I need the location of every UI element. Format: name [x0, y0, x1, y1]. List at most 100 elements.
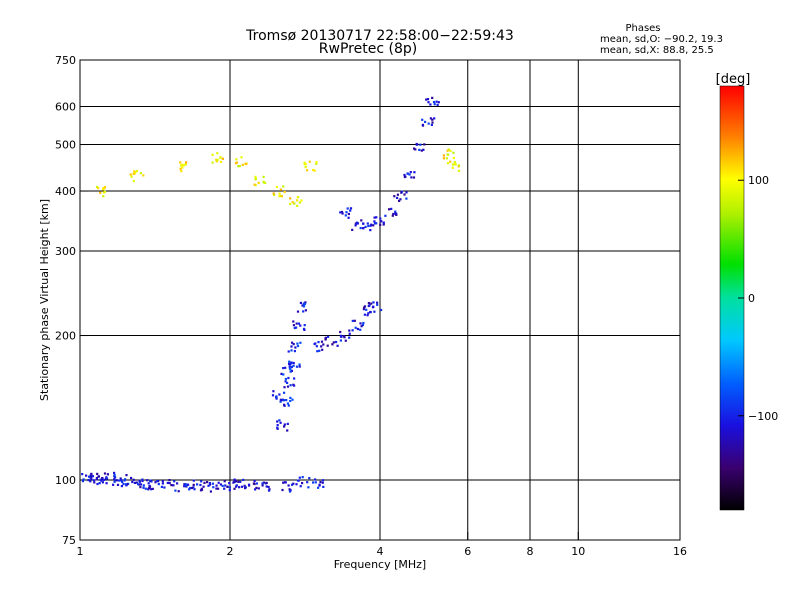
- echo-point: [293, 384, 296, 387]
- echo-point: [403, 193, 406, 196]
- echo-point: [453, 161, 456, 164]
- echo-point: [235, 485, 238, 488]
- echo-point: [313, 169, 316, 172]
- echo-point: [320, 345, 323, 348]
- echo-point: [301, 482, 304, 485]
- echo-point: [354, 224, 357, 227]
- echo-point: [318, 483, 321, 486]
- echo-point: [262, 481, 265, 484]
- echo-point: [360, 219, 363, 222]
- echo-point: [289, 396, 292, 399]
- echo-point: [223, 487, 226, 490]
- echo-point: [199, 483, 202, 487]
- echo-point: [382, 223, 385, 226]
- echo-point: [102, 478, 106, 481]
- echo-point: [283, 403, 286, 406]
- echo-point: [287, 350, 290, 353]
- echo-point: [412, 176, 416, 179]
- echo-point: [292, 324, 295, 327]
- echo-point: [366, 222, 369, 225]
- echo-point: [219, 160, 223, 163]
- echo-point: [116, 483, 120, 486]
- echo-point: [253, 479, 256, 483]
- x-tick-label: 8: [527, 545, 534, 558]
- echo-point: [283, 481, 286, 484]
- echo-point: [287, 484, 290, 487]
- echo-point: [176, 482, 179, 485]
- echo-point: [406, 172, 409, 175]
- echo-point: [303, 328, 306, 331]
- echo-point: [367, 224, 370, 228]
- echo-point: [290, 365, 293, 369]
- echo-point: [442, 157, 445, 160]
- echo-point: [265, 481, 268, 484]
- echo-point: [200, 480, 203, 483]
- axis-ticks: [79, 59, 681, 541]
- echo-point: [95, 478, 98, 481]
- echo-points: [81, 96, 461, 493]
- echo-point: [291, 483, 294, 486]
- echo-point: [124, 483, 128, 486]
- echo-point: [179, 161, 182, 164]
- echo-point: [193, 488, 196, 491]
- echo-point: [253, 482, 256, 486]
- echo-point: [283, 425, 286, 428]
- echo-point: [351, 329, 354, 332]
- echo-point: [427, 122, 430, 125]
- echo-point: [87, 479, 90, 482]
- x-tick-label: 6: [464, 545, 471, 558]
- echo-point: [451, 166, 454, 169]
- echo-point: [132, 180, 135, 183]
- echo-point: [379, 220, 382, 223]
- echo-point: [105, 477, 109, 480]
- echo-point: [247, 483, 251, 486]
- echo-point: [421, 123, 424, 126]
- echo-point: [429, 103, 432, 106]
- echo-point: [304, 309, 307, 312]
- echo-point: [345, 211, 348, 214]
- echo-point: [295, 365, 299, 368]
- echo-point: [221, 157, 224, 160]
- echo-point: [290, 361, 293, 364]
- echo-point: [280, 372, 283, 375]
- echo-point: [321, 348, 324, 351]
- echo-point: [168, 482, 171, 485]
- echo-point: [267, 485, 270, 489]
- echo-point: [348, 329, 351, 332]
- echo-point: [426, 98, 430, 101]
- echo-point: [283, 423, 286, 426]
- echo-point: [314, 478, 317, 481]
- echo-point: [156, 479, 159, 483]
- echo-point: [93, 481, 96, 484]
- echo-point: [206, 481, 209, 484]
- echo-point: [148, 484, 151, 488]
- echo-point: [294, 346, 297, 349]
- y-tick-label: 400: [55, 185, 76, 198]
- echo-point: [320, 340, 324, 343]
- echo-point: [188, 488, 191, 491]
- echo-point: [376, 301, 379, 304]
- echo-point: [295, 483, 298, 486]
- echo-point: [141, 479, 144, 483]
- echo-point: [452, 151, 455, 154]
- echo-point: [279, 400, 282, 403]
- echo-point: [296, 199, 299, 202]
- echo-point: [405, 197, 408, 200]
- echo-point: [340, 210, 344, 214]
- echo-point: [391, 214, 394, 217]
- echo-point: [116, 479, 119, 482]
- echo-point: [217, 481, 220, 484]
- echo-point: [103, 186, 107, 189]
- echo-point: [347, 212, 350, 216]
- echo-point: [282, 481, 285, 484]
- echo-point: [112, 483, 115, 486]
- echo-point: [349, 209, 352, 212]
- echo-point: [166, 481, 169, 484]
- echo-point: [379, 223, 382, 226]
- echo-point: [299, 324, 302, 327]
- echo-point: [173, 480, 176, 483]
- grid-lines: [80, 60, 680, 540]
- echo-point: [182, 164, 185, 167]
- echo-point: [380, 308, 383, 312]
